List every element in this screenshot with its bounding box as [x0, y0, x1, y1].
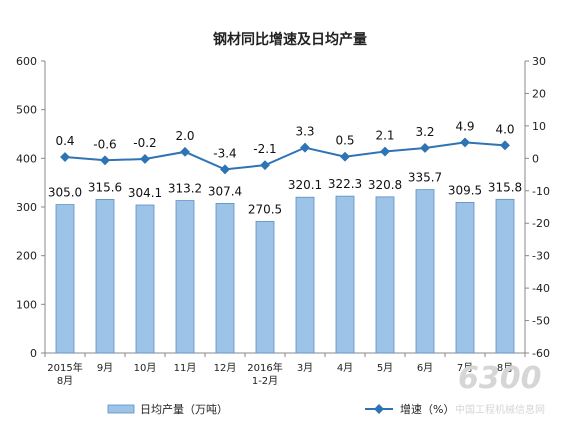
watermark-sub: 中国工程机械信息网: [455, 403, 545, 416]
bar-data-label: 322.3: [328, 177, 362, 191]
line-data-label: 2.0: [175, 129, 194, 143]
category-label: 2015年: [47, 361, 82, 374]
line-data-label: 0.5: [335, 134, 354, 148]
bar-series: 305.0 315.6 304.1 313.2 307.4 270.5 320.1 322.3…: [48, 171, 522, 354]
watermark-main: 6300: [458, 361, 542, 396]
bar: [375, 196, 395, 354]
legend-bar-swatch: [107, 404, 135, 414]
line-marker: [300, 142, 310, 153]
legend-line-marker: [374, 404, 384, 414]
line-marker: [100, 155, 110, 166]
bar: [95, 199, 115, 354]
line-marker: [220, 164, 230, 175]
line-marker: [180, 146, 190, 157]
line-marker: [380, 146, 390, 157]
category-label: 6月: [417, 362, 433, 374]
right-tick-label: -10: [532, 185, 550, 198]
bar-data-label: 304.1: [128, 186, 162, 200]
right-tick-label: -60: [532, 347, 550, 360]
category-label: 11月: [174, 362, 197, 374]
left-tick-label: 100: [16, 298, 37, 311]
line-data-label: 2.1: [375, 129, 394, 143]
bar: [415, 189, 435, 354]
right-tick-label: -40: [532, 282, 550, 295]
category-label: 7月: [457, 362, 473, 374]
category-label: 4月: [337, 362, 353, 374]
bar-data-label: 315.8: [488, 180, 522, 194]
bar-data-label: 335.7: [408, 171, 442, 185]
line-data-label: -0.2: [133, 136, 156, 150]
legend: 日均产量（万吨） 增速（%）: [107, 402, 454, 416]
category-label: 3月: [297, 362, 313, 374]
right-tick-label: 0: [532, 152, 539, 165]
line-marker: [420, 143, 430, 153]
bar: [215, 202, 235, 354]
left-tick-label: 600: [16, 55, 37, 68]
line-data-label: 4.9: [455, 119, 474, 133]
legend-bar-label: 日均产量（万吨）: [140, 402, 228, 416]
bar-data-label: 320.8: [368, 178, 402, 192]
category-label: 2016年: [247, 361, 282, 374]
category-label: 12月: [214, 362, 237, 374]
bar: [55, 204, 75, 354]
growth-line: [64, 141, 506, 171]
category-label: 9月: [97, 362, 113, 374]
right-tick-label: -20: [532, 217, 550, 230]
line-data-label: 4.0: [495, 122, 514, 136]
bar: [335, 195, 355, 354]
category-label: 1-2月: [252, 375, 278, 387]
line-data-label: -2.1: [253, 142, 276, 156]
watermark: 6300 中国工程机械信息网: [455, 361, 545, 416]
left-tick-label: 200: [16, 250, 37, 263]
bar-data-label: 315.6: [88, 180, 122, 194]
category-label: 8月: [497, 362, 513, 374]
right-tick-label: -50: [532, 315, 550, 328]
bar-data-label: 307.4: [208, 184, 242, 198]
category-label: 8月: [57, 375, 73, 387]
bar: [135, 204, 155, 354]
bar: [175, 200, 195, 354]
left-tick-label: 0: [30, 347, 37, 360]
bar-data-label: 305.0: [48, 186, 82, 200]
line-data-label: 3.3: [295, 125, 314, 139]
right-tick-label: -30: [532, 250, 550, 263]
line-marker: [140, 154, 150, 164]
bar: [295, 196, 315, 354]
bar-data-label: 270.5: [248, 202, 282, 216]
category-label: 5月: [377, 362, 393, 374]
line-data-label: -3.4: [213, 146, 236, 160]
left-tick-label: 400: [16, 152, 37, 165]
left-tick-label: 500: [16, 104, 37, 117]
legend-line-label: 增速（%）: [400, 402, 454, 416]
right-tick-label: 20: [532, 87, 546, 100]
line-data-label: 0.4: [55, 134, 74, 148]
right-tick-label: 30: [532, 55, 546, 68]
bar: [255, 220, 275, 354]
bar-data-label: 320.1: [288, 178, 322, 192]
line-marker: [340, 151, 350, 162]
axes: 0 100 200 300 400 500 600 -60 -50 -40 -30 -20 -10 0 10…: [16, 55, 550, 360]
line-marker: [500, 140, 510, 151]
right-tick-label: 10: [532, 120, 546, 133]
category-label: 10月: [134, 362, 157, 374]
line-data-label: 3.2: [415, 125, 434, 139]
bar-data-label: 309.5: [448, 183, 482, 197]
left-tick-label: 300: [16, 201, 37, 214]
line-marker: [60, 152, 70, 162]
line-series: 0.4 -0.6 -0.2 2.0 -3.4 -2.1 3.3 0.5 2.1 3.2 4.9 4.0: [55, 119, 515, 175]
bar: [495, 198, 515, 354]
line-marker: [460, 137, 470, 148]
bar: [455, 201, 475, 354]
chart-title: 钢材同比增速及日均产量: [213, 31, 367, 48]
bar-data-label: 313.2: [168, 182, 202, 196]
line-marker: [260, 160, 270, 171]
line-data-label: -0.6: [93, 137, 116, 151]
